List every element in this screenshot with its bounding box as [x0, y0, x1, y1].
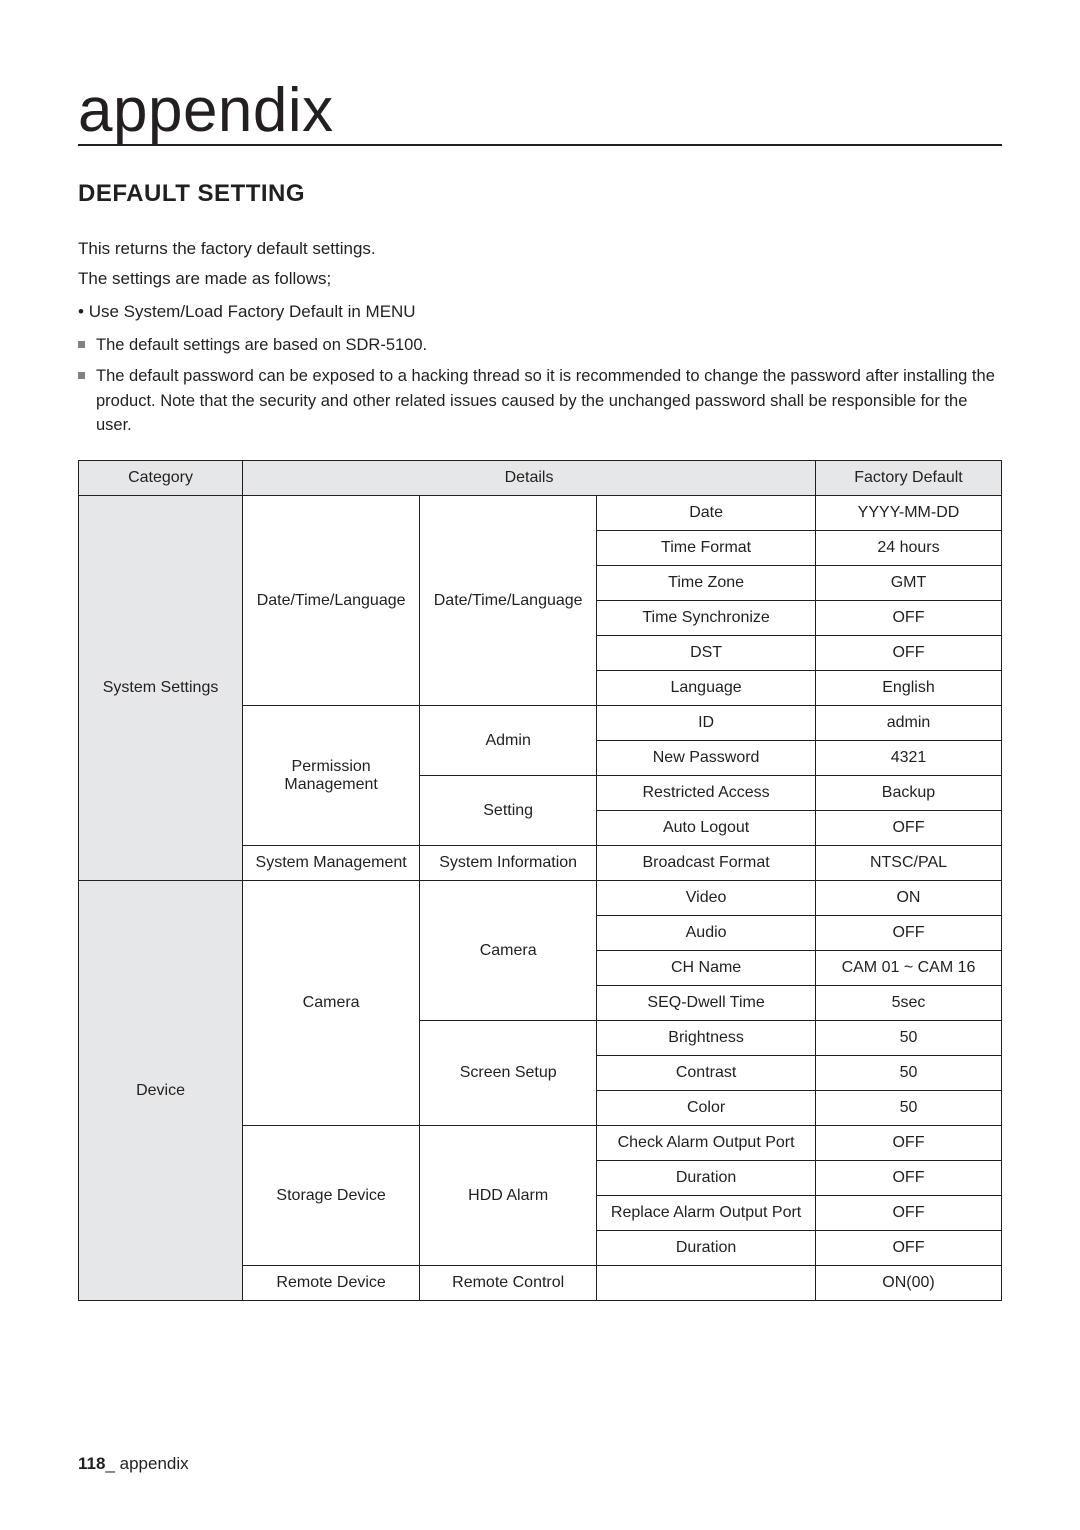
cell-default: admin	[815, 706, 1001, 741]
cell-subgroup2: Setting	[420, 776, 597, 846]
note-list: The default settings are based on SDR-51…	[78, 333, 1002, 438]
footer-label: appendix	[120, 1454, 189, 1473]
cell-default: NTSC/PAL	[815, 846, 1001, 881]
th-factory-default: Factory Default	[815, 461, 1001, 496]
cell-detail: Broadcast Format	[597, 846, 816, 881]
th-category: Category	[79, 461, 243, 496]
cell-category: Device	[79, 881, 243, 1301]
section-heading: DEFAULT SETTING	[78, 180, 1002, 208]
cell-detail	[597, 1266, 816, 1301]
cell-detail: Video	[597, 881, 816, 916]
cell-subgroup: Camera	[243, 881, 420, 1126]
table-row: Device Camera Camera Video ON	[79, 881, 1002, 916]
table-header-row: Category Details Factory Default	[79, 461, 1002, 496]
th-details: Details	[243, 461, 816, 496]
cell-default: 50	[815, 1091, 1001, 1126]
cell-default: 50	[815, 1021, 1001, 1056]
default-settings-table: Category Details Factory Default System …	[78, 460, 1002, 1301]
chapter-title: appendix	[78, 80, 1002, 146]
cell-detail: Color	[597, 1091, 816, 1126]
cell-default: GMT	[815, 566, 1001, 601]
table-row: System Settings Date/Time/Language Date/…	[79, 496, 1002, 531]
cell-subgroup2: Admin	[420, 706, 597, 776]
cell-default: Backup	[815, 776, 1001, 811]
cell-detail: New Password	[597, 741, 816, 776]
note-item-2: The default password can be exposed to a…	[78, 364, 1002, 438]
cell-subgroup: Remote Device	[243, 1266, 420, 1301]
cell-subgroup2: Screen Setup	[420, 1021, 597, 1126]
cell-default: ON	[815, 881, 1001, 916]
intro-line-1: This returns the factory default setting…	[78, 236, 1002, 262]
cell-default: English	[815, 671, 1001, 706]
cell-detail: Restricted Access	[597, 776, 816, 811]
cell-subgroup2: System Information	[420, 846, 597, 881]
cell-subgroup: Storage Device	[243, 1126, 420, 1266]
cell-detail: Language	[597, 671, 816, 706]
cell-subgroup: Date/Time/Language	[243, 496, 420, 706]
cell-default: OFF	[815, 811, 1001, 846]
cell-detail: Check Alarm Output Port	[597, 1126, 816, 1161]
cell-detail: CH Name	[597, 951, 816, 986]
page-container: appendix DEFAULT SETTING This returns th…	[0, 0, 1080, 1301]
cell-default: OFF	[815, 636, 1001, 671]
cell-detail: Time Format	[597, 531, 816, 566]
note-item-1: The default settings are based on SDR-51…	[78, 333, 1002, 358]
cell-subgroup: System Management	[243, 846, 420, 881]
cell-default: OFF	[815, 916, 1001, 951]
cell-default: 4321	[815, 741, 1001, 776]
cell-detail: Replace Alarm Output Port	[597, 1196, 816, 1231]
cell-detail: Time Synchronize	[597, 601, 816, 636]
cell-detail: Contrast	[597, 1056, 816, 1091]
cell-detail: Duration	[597, 1231, 816, 1266]
cell-detail: Time Zone	[597, 566, 816, 601]
cell-subgroup2: Date/Time/Language	[420, 496, 597, 706]
cell-detail: Audio	[597, 916, 816, 951]
cell-default: 24 hours	[815, 531, 1001, 566]
cell-default: 50	[815, 1056, 1001, 1091]
cell-detail: SEQ-Dwell Time	[597, 986, 816, 1021]
cell-default: YYYY-MM-DD	[815, 496, 1001, 531]
page-footer: 118_ appendix	[78, 1454, 189, 1474]
cell-default: CAM 01 ~ CAM 16	[815, 951, 1001, 986]
cell-default: OFF	[815, 1126, 1001, 1161]
cell-detail: Auto Logout	[597, 811, 816, 846]
footer-separator: _	[105, 1454, 114, 1473]
cell-subgroup: Permission Management	[243, 706, 420, 846]
intro-line-2: The settings are made as follows;	[78, 266, 1002, 292]
cell-detail: Duration	[597, 1161, 816, 1196]
cell-default: OFF	[815, 1196, 1001, 1231]
cell-default: 5sec	[815, 986, 1001, 1021]
cell-detail: ID	[597, 706, 816, 741]
cell-default: ON(00)	[815, 1266, 1001, 1301]
cell-subgroup2: HDD Alarm	[420, 1126, 597, 1266]
page-number: 118	[78, 1454, 105, 1473]
cell-detail: DST	[597, 636, 816, 671]
cell-subgroup2: Camera	[420, 881, 597, 1021]
cell-default: OFF	[815, 1161, 1001, 1196]
intro-bullet-1: Use System/Load Factory Default in MENU	[78, 299, 1002, 325]
cell-category: System Settings	[79, 496, 243, 881]
cell-subgroup2: Remote Control	[420, 1266, 597, 1301]
intro-bullet-list: Use System/Load Factory Default in MENU	[78, 299, 1002, 325]
cell-default: OFF	[815, 601, 1001, 636]
cell-detail: Brightness	[597, 1021, 816, 1056]
cell-detail: Date	[597, 496, 816, 531]
intro-block: This returns the factory default setting…	[78, 236, 1002, 438]
cell-default: OFF	[815, 1231, 1001, 1266]
